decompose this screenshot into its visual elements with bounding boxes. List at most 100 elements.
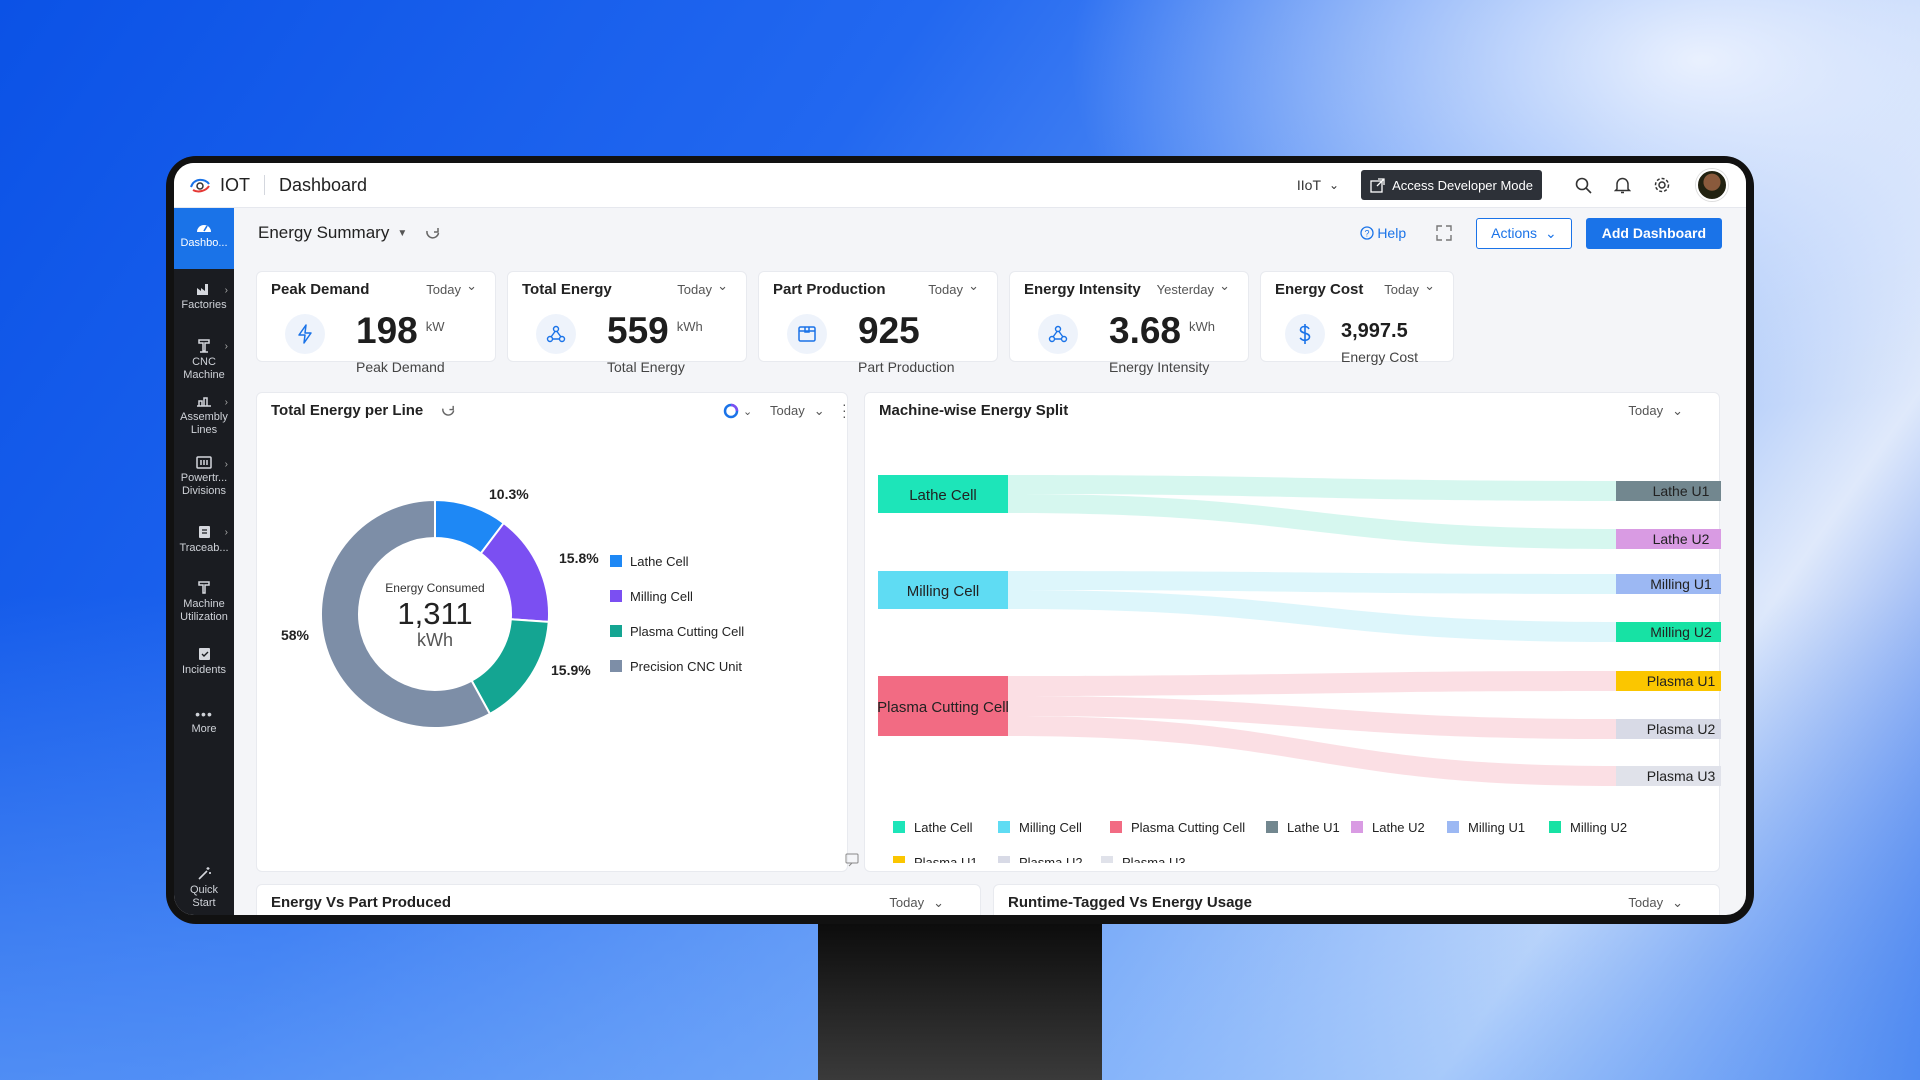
sankey-target-label: Milling U1 [1650,576,1712,592]
sidebar-item-dashboard[interactable]: Dashbo... [174,208,234,269]
legend-item: Plasma U2 [1019,855,1083,863]
sankey-target-node [1616,481,1721,501]
division-icon [196,456,212,469]
legend-swatch [1351,821,1363,833]
sidebar-item-factories[interactable]: › Factories [174,282,234,312]
kpi-subtitle: Energy Intensity [1109,359,1210,375]
assembly-icon [197,397,211,407]
refresh-icon[interactable] [425,225,441,241]
machine-icon [198,339,210,353]
sidebar-item-assembly-lines[interactable]: › Assembly Lines [174,394,234,437]
app-logo[interactable]: IOT [188,175,250,196]
incident-icon [198,648,210,660]
org-selector[interactable]: IIoT ⌄ [1297,177,1339,193]
sankey-source-node [878,676,1008,736]
chevron-right-icon: › [224,397,228,408]
kpi-value: 198 kW [356,310,445,351]
sankey-target-node [1616,719,1721,739]
dashboard-selector[interactable]: Energy Summary ▼ [258,223,407,243]
add-dashboard-button[interactable]: Add Dashboard [1585,217,1722,249]
avatar[interactable] [1696,169,1728,201]
sankey-source-label: Lathe Cell [909,487,977,504]
kpi-subtitle: Energy Cost [1341,349,1419,365]
sankey-target-node [1616,529,1721,549]
sankey-target-node [1616,574,1721,594]
chevron-right-icon: › [224,285,228,296]
refresh-icon[interactable] [441,403,456,418]
legend-item: Plasma Cutting Cell [630,624,744,639]
help-label: Help [1377,225,1407,241]
period-selector[interactable]: Today [928,278,978,297]
divider [264,175,265,195]
chevron-right-icon: › [224,527,228,538]
slice-label: 15.9% [551,662,591,678]
legend-swatch [998,856,1010,863]
sidebar-item-powertrain-divisions[interactable]: › Powertr... Divisions [174,456,234,498]
kpi-unit: kW [425,319,445,334]
app-screen: IOT Dashboard IIoT ⌄ Access Developer Mod… [174,163,1746,915]
gear-icon[interactable] [1653,176,1671,194]
kpi-value: 3.68 kWh [1109,310,1216,351]
sidebar-item-traceability[interactable]: › Traceab... [174,524,234,555]
period-selector[interactable]: Today [677,278,727,297]
developer-mode-button[interactable]: Access Developer Mode [1361,170,1542,200]
chevron-right-icon: › [224,341,228,352]
sankey-flow [1008,571,1616,594]
kpi-title: Part Production [773,281,886,298]
period-selector[interactable]: Today ⌄ [770,403,825,419]
sidebar-item-cnc-machine[interactable]: › CNC Machine [174,338,234,382]
bolt-icon [285,314,325,354]
legend-item: Plasma U1 [914,855,978,863]
traceability-icon [198,526,210,538]
sidebar-item-quick-start[interactable]: Quick Start [174,866,234,910]
sidebar-item-more[interactable]: ••• More [174,706,234,736]
donut-panel: Total Energy per Line ⌄ Today ⌄ · · · 10.3%… [256,392,859,872]
more-icon: ••• [195,706,213,722]
period-selector[interactable]: Today ⌄ [1628,403,1683,419]
kpi-subtitle: Peak Demand [356,359,445,375]
utilization-icon [198,581,210,594]
panel-title: Total Energy per Line [271,402,456,419]
sankey-target-label: Plasma U1 [1647,673,1716,689]
fullscreen-icon[interactable] [1436,225,1452,241]
panel-title: Machine-wise Energy Split [879,402,1068,419]
kpi-title: Energy Cost [1275,281,1364,298]
chevron-down-icon: ⌄ [1672,403,1683,418]
period-selector[interactable]: Today ⌄ [1628,895,1683,911]
sankey-target-label: Lathe U2 [1653,531,1710,547]
sankey-chart: Lathe Cell Milling Cell Plasma Cutting Cel… [877,475,1721,863]
legend-swatch [1549,821,1561,833]
period-selector[interactable]: Yesterday [1157,278,1231,297]
kpi-card-energy-cost: Energy Cost Today 3,997.5 Energy Cost [1260,271,1454,365]
donut-chart: 10.3% 15.8% 15.9% 58% Energy Consumed1,311kW… [281,486,744,729]
period-label: Today [770,403,805,418]
help-link[interactable]: ? Help [1360,225,1406,241]
org-selector-label: IIoT [1296,177,1322,193]
sankey-panel-title: Machine-wise Energy Split [879,402,1069,419]
sidebar-item-label: Traceab... [179,542,229,554]
kebab-menu-icon[interactable]: · · · [842,396,847,424]
box-icon [787,314,827,354]
chart-type-icon[interactable]: ⌄ [723,403,752,419]
sidebar-item-incidents[interactable]: Incidents [174,646,234,677]
kpi-subtitle: Total Energy [607,359,685,375]
sidebar-item-machine-utilization[interactable]: Machine Utilization [174,580,234,624]
period-selector[interactable]: Today ⌄ [889,895,944,911]
legend-swatch [610,625,622,637]
help-icon: ? [1360,226,1374,240]
sidebar-item-label: Machine Utilization [180,598,228,623]
period-label: Today [1628,403,1664,418]
legend-swatch [893,821,905,833]
chart-info-icon[interactable] [845,853,859,867]
search-icon[interactable] [1575,177,1592,194]
actions-label: Actions [1491,225,1538,241]
period-selector[interactable]: Today [1384,278,1434,297]
legend-item: Lathe Cell [914,820,973,835]
actions-button[interactable]: Actions ⌄ [1476,217,1572,249]
bell-icon[interactable] [1614,176,1631,194]
center-label: Energy Consumed [385,581,484,595]
legend-item: Milling U1 [1468,820,1525,835]
center-value: 1,311 [397,596,472,631]
period-selector[interactable]: Today [426,278,476,297]
